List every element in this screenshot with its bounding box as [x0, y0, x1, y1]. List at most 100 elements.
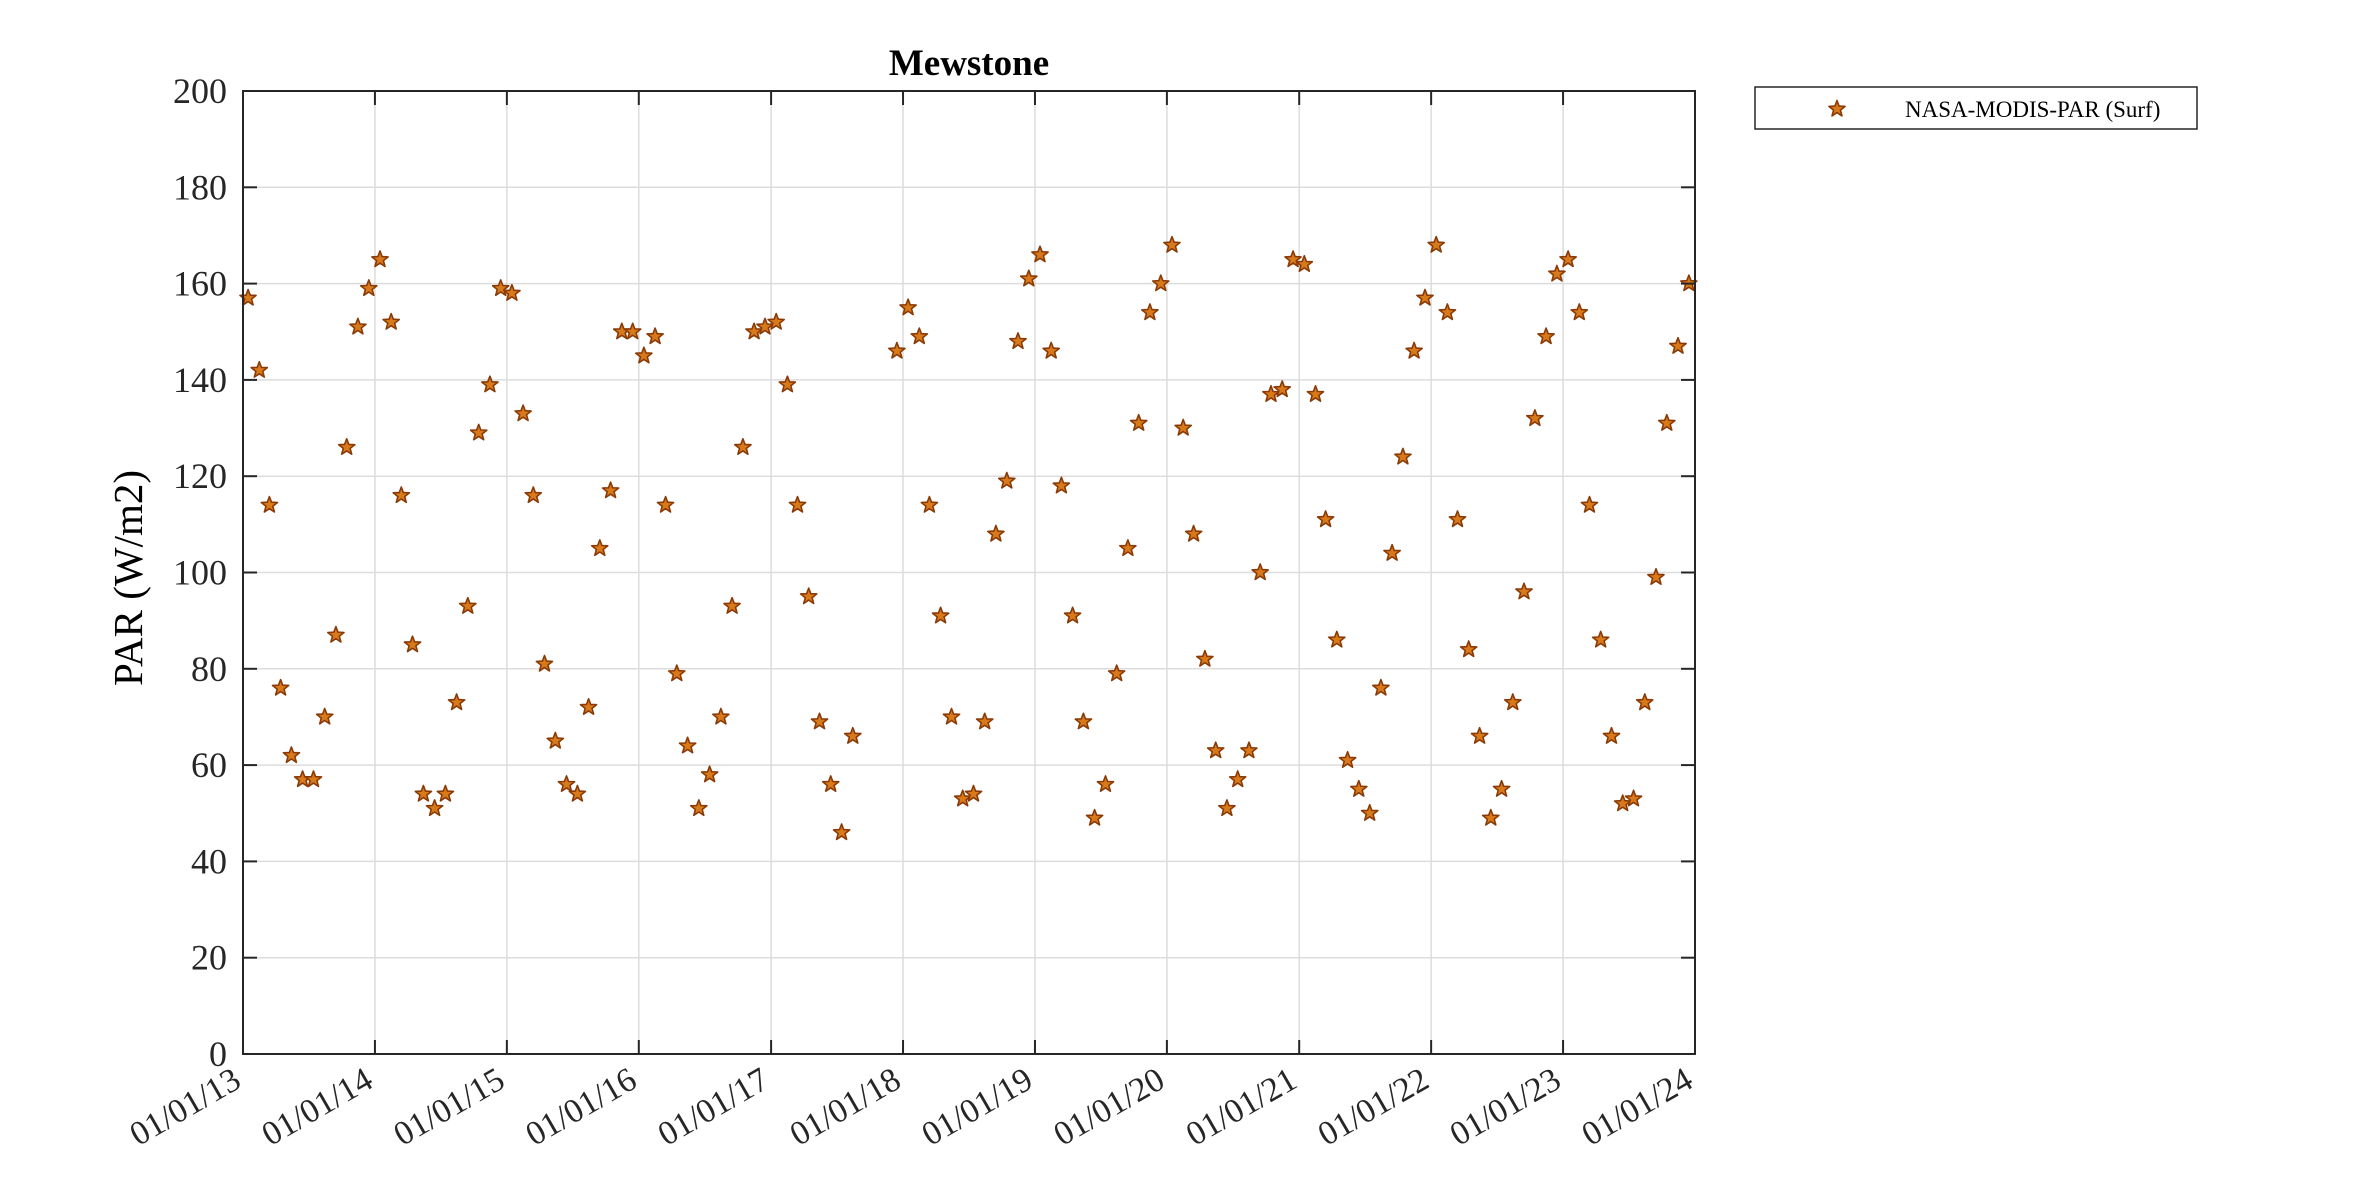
data-point-star: [745, 322, 763, 340]
legend-marker: [1828, 99, 1846, 117]
data-point-star: [975, 712, 994, 730]
data-point-star: [1074, 712, 1093, 730]
data-point-star: [1107, 664, 1126, 682]
y-tick-label: 200: [173, 71, 227, 111]
data-point-star: [997, 471, 1016, 489]
x-tick-label: 01/01/23: [1444, 1061, 1567, 1153]
data-point-star: [1273, 380, 1292, 398]
legend-star-icon: [1828, 99, 1846, 117]
data-point-star: [987, 524, 1005, 542]
data-point-star: [535, 654, 554, 672]
data-point-star: [1526, 409, 1544, 427]
data-point-star: [458, 596, 477, 614]
data-point-star: [832, 823, 851, 841]
data-point-star: [778, 375, 797, 393]
legend[interactable]: NASA-MODIS-PAR (Surf): [1754, 86, 2198, 130]
y-tick-label: 0: [209, 1034, 227, 1074]
data-point-star: [503, 283, 521, 301]
data-point-star: [1096, 775, 1115, 792]
data-point-star: [371, 250, 389, 268]
data-point-star: [1174, 418, 1193, 436]
data-point-star: [1350, 779, 1368, 797]
data-point-star: [1372, 678, 1390, 696]
data-point-star: [382, 312, 401, 330]
data-point-star: [700, 765, 719, 783]
data-point-star: [723, 596, 741, 614]
y-axis-label: PAR (W/m2): [105, 470, 151, 686]
data-point-star: [1052, 476, 1071, 494]
x-tick-label: 01/01/13: [124, 1061, 247, 1153]
data-point-star: [1459, 640, 1478, 658]
x-tick-label: 01/01/18: [784, 1061, 907, 1153]
data-point-star: [1416, 288, 1434, 306]
data-point-star: [1295, 255, 1314, 272]
data-point-star: [337, 438, 356, 455]
data-point-star: [1580, 495, 1599, 513]
data-point-star: [1602, 726, 1621, 744]
data-point-star: [1647, 568, 1665, 585]
data-point-star: [436, 784, 455, 802]
legend-label: NASA-MODIS-PAR (Surf): [1905, 97, 2160, 122]
data-point-star: [1438, 303, 1457, 321]
data-point-star: [623, 322, 642, 340]
data-point-star: [447, 693, 466, 711]
data-point-star: [843, 726, 862, 744]
x-tick-label: 01/01/17: [652, 1061, 775, 1153]
data-point-star: [1515, 582, 1533, 600]
data-point-star: [1635, 693, 1654, 711]
data-point-star: [271, 678, 290, 696]
data-point-star: [1492, 779, 1511, 797]
y-tick-label: 100: [173, 553, 227, 593]
data-point-star: [1503, 693, 1522, 711]
data-point-star: [349, 317, 367, 335]
data-point-star: [1031, 245, 1049, 263]
data-point-star: [1338, 751, 1357, 768]
data-point-star: [1427, 235, 1446, 253]
y-tick-label: 20: [191, 938, 227, 978]
data-point-star: [1591, 630, 1610, 648]
data-point-star: [1613, 794, 1632, 812]
data-point-star: [1657, 413, 1676, 431]
data-point-star: [1548, 264, 1566, 282]
data-point-star: [1405, 341, 1423, 359]
data-point-star: [1669, 336, 1687, 354]
data-point-star: [1537, 327, 1555, 345]
data-point-star: [910, 327, 929, 345]
data-point-star: [953, 789, 972, 807]
data-point-star: [491, 279, 510, 297]
data-point-star: [810, 712, 829, 730]
data-point-star: [1470, 726, 1489, 744]
data-point-star: [788, 495, 807, 513]
y-tick-label: 180: [173, 167, 227, 207]
data-point-star: [1251, 563, 1269, 581]
data-point-star: [1327, 630, 1346, 648]
data-point-star: [1240, 741, 1258, 759]
data-point-star: [646, 327, 664, 345]
y-tick-label: 160: [173, 264, 227, 304]
data-point-star: [1042, 341, 1061, 359]
data-point-star: [821, 775, 840, 792]
data-point-star: [678, 736, 697, 754]
data-point-star: [1481, 808, 1500, 826]
y-tick-label: 40: [191, 841, 227, 881]
data-point-star: [1316, 510, 1335, 528]
data-point-star: [656, 495, 675, 513]
data-point-star: [601, 481, 620, 499]
chart-title: Mewstone: [889, 43, 1049, 84]
data-point-star: [590, 539, 609, 557]
data-point-star: [1184, 524, 1203, 542]
data-point-star: [1624, 789, 1643, 807]
data-point-star: [304, 770, 323, 788]
data-point-star: [767, 312, 785, 330]
data-point-star: [403, 635, 422, 653]
data-points: [239, 235, 1698, 841]
data-point-star: [250, 361, 269, 378]
data-point-star: [1009, 332, 1027, 350]
data-point-star: [282, 746, 301, 764]
data-point-star: [667, 664, 686, 682]
x-tick-label: 01/01/15: [388, 1061, 511, 1153]
x-tick-label: 01/01/24: [1576, 1061, 1699, 1153]
data-point-star: [1085, 808, 1104, 826]
data-point-star: [712, 707, 730, 725]
